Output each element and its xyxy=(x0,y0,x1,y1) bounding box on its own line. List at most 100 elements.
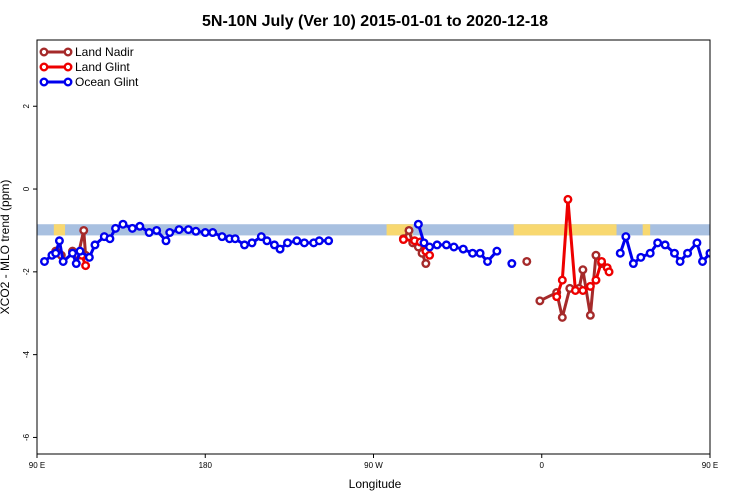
series-2-point xyxy=(698,256,708,266)
series-2-point xyxy=(118,219,128,229)
legend-label: Ocean Glint xyxy=(75,75,139,89)
series-2-point xyxy=(669,248,679,258)
series-2-point xyxy=(283,238,293,248)
series-2-point xyxy=(54,236,64,246)
series-1-point xyxy=(81,261,91,271)
series-2-point xyxy=(683,248,693,258)
ocean-band xyxy=(37,224,710,236)
series-2-point xyxy=(111,223,121,233)
series-2-point xyxy=(247,238,257,248)
series-2-point xyxy=(653,238,663,248)
y-axis: 2 0 -2 -4 -6 xyxy=(22,103,37,441)
chart-title: 5N-10N July (Ver 10) 2015-01-01 to 2020-… xyxy=(202,13,548,30)
series-2-point xyxy=(292,236,302,246)
y-tick-label: -2 xyxy=(22,268,31,276)
series-2-point xyxy=(441,240,451,250)
series-2-point xyxy=(68,248,78,258)
series-2-point xyxy=(135,221,145,231)
series-2-point xyxy=(716,250,723,257)
series-0-point xyxy=(535,296,545,306)
series-2-point xyxy=(217,232,227,242)
series-1-point xyxy=(578,285,588,295)
legend-swatch-point xyxy=(63,77,73,87)
plot-frame xyxy=(36,39,711,455)
land-band-5 xyxy=(736,224,743,235)
x-tick-label: 0 xyxy=(540,461,545,470)
series-2-point xyxy=(458,244,468,254)
series-1-point xyxy=(604,267,614,277)
series-2-point xyxy=(256,232,266,242)
legend-swatch-point xyxy=(39,62,49,72)
series-2-point xyxy=(324,236,334,246)
series-2-point xyxy=(90,240,100,250)
series-1-point xyxy=(563,194,573,204)
series-1-point xyxy=(570,285,580,295)
series-2-point xyxy=(165,228,175,238)
series-2-point xyxy=(740,242,747,249)
series-2-point xyxy=(262,236,272,246)
series-2-point xyxy=(615,248,625,258)
legend-label: Land Nadir xyxy=(75,45,134,59)
series-2-point xyxy=(183,225,193,235)
land-band-4 xyxy=(642,224,651,236)
series-0-point xyxy=(522,256,532,266)
series-2-point xyxy=(731,254,738,261)
series-2-point xyxy=(240,240,250,250)
series-2-point xyxy=(432,240,442,250)
series-2-point xyxy=(675,256,685,266)
series-2-point xyxy=(58,256,68,266)
series-2-point xyxy=(230,234,240,244)
series-2-point xyxy=(628,259,638,269)
series-2-point xyxy=(275,244,285,254)
series-1-point xyxy=(591,275,601,285)
series-2-point xyxy=(475,248,485,258)
series-layer xyxy=(39,194,747,322)
legend-swatch-point xyxy=(39,77,49,87)
legend-swatch-point xyxy=(63,47,73,57)
series-0-point xyxy=(591,250,601,260)
series-2-point xyxy=(468,248,478,258)
series-2-point xyxy=(127,223,137,233)
series-0-point xyxy=(404,225,414,235)
series-2-point xyxy=(71,259,81,269)
series-2-point xyxy=(449,242,459,252)
series-2-point xyxy=(507,259,517,269)
series-2-point xyxy=(483,256,493,266)
legend-swatch-point xyxy=(39,47,49,57)
x-axis: 90 E 180 90 W 0 90 E xyxy=(29,454,718,470)
x-axis-label: Longitude xyxy=(349,477,402,491)
series-2-point xyxy=(84,252,94,262)
x-tick-label: 180 xyxy=(199,461,213,470)
y-tick-label: -4 xyxy=(22,351,31,359)
series-2-point xyxy=(413,219,423,229)
y-axis-label: XCO2 - MLO trend (ppm) xyxy=(0,180,12,315)
series-1-point xyxy=(425,250,435,260)
y-tick-label: 0 xyxy=(22,186,31,191)
series-2-point xyxy=(724,260,731,267)
series-0-point xyxy=(421,259,431,269)
legend-swatch-point xyxy=(63,62,73,72)
x-tick-label: 90 W xyxy=(364,461,383,470)
land-band-2 xyxy=(386,224,413,236)
land-band-0 xyxy=(53,224,62,236)
series-2-point xyxy=(152,225,162,235)
series-2-point xyxy=(200,228,210,238)
series-2-point xyxy=(660,240,670,250)
series-2-point xyxy=(425,242,435,252)
series-2-point xyxy=(492,246,502,256)
series-2-point xyxy=(692,238,702,248)
series-2-point xyxy=(144,228,154,238)
series-2-point xyxy=(174,225,184,235)
series-1-point xyxy=(585,281,595,291)
series-2-point xyxy=(51,248,61,258)
series-0-point xyxy=(578,265,588,275)
series-2-point xyxy=(621,232,631,242)
series-2 xyxy=(39,219,747,269)
series-2-point xyxy=(269,240,279,250)
series-0-point xyxy=(585,310,595,320)
y-tick-label: -6 xyxy=(22,433,31,441)
y-tick-label: 2 xyxy=(22,103,31,108)
series-2-point xyxy=(419,238,429,248)
